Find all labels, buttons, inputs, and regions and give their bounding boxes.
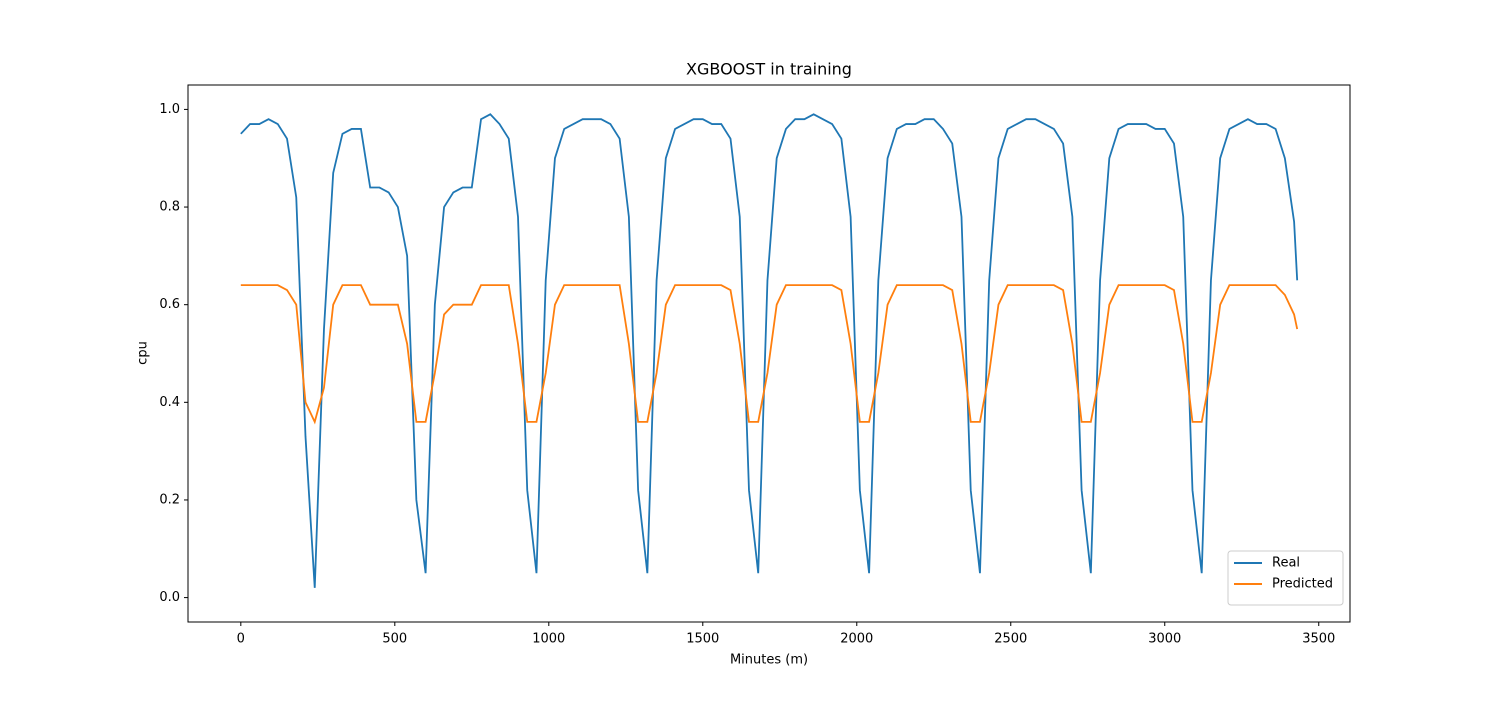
legend-label: Real <box>1272 556 1300 571</box>
y-axis-label: cpu <box>136 341 151 365</box>
y-tick-label: 1.0 <box>159 102 180 117</box>
y-tick-label: 0.0 <box>159 590 180 605</box>
y-tick-label: 0.8 <box>159 200 180 215</box>
x-tick-label: 2000 <box>840 632 873 647</box>
x-tick-label: 2500 <box>994 632 1027 647</box>
y-tick-label: 0.4 <box>159 395 180 410</box>
plot-frame <box>187 84 1351 623</box>
x-tick-label: 500 <box>382 632 407 647</box>
legend-box <box>1227 550 1344 606</box>
x-tick-label: 1500 <box>686 632 719 647</box>
series-line <box>240 113 1299 588</box>
series-line <box>240 284 1299 425</box>
x-tick-label: 3000 <box>1148 632 1181 647</box>
x-axis-label: Minutes (m) <box>730 653 808 668</box>
chart-title: XGBOOST in training <box>686 60 852 79</box>
y-tick-label: 0.2 <box>159 492 180 507</box>
legend-label: Predicted <box>1272 577 1333 592</box>
x-tick-label: 1000 <box>532 632 565 647</box>
x-tick-label: 3500 <box>1302 632 1335 647</box>
x-tick-label: 0 <box>237 632 245 647</box>
y-tick-label: 0.6 <box>159 297 180 312</box>
